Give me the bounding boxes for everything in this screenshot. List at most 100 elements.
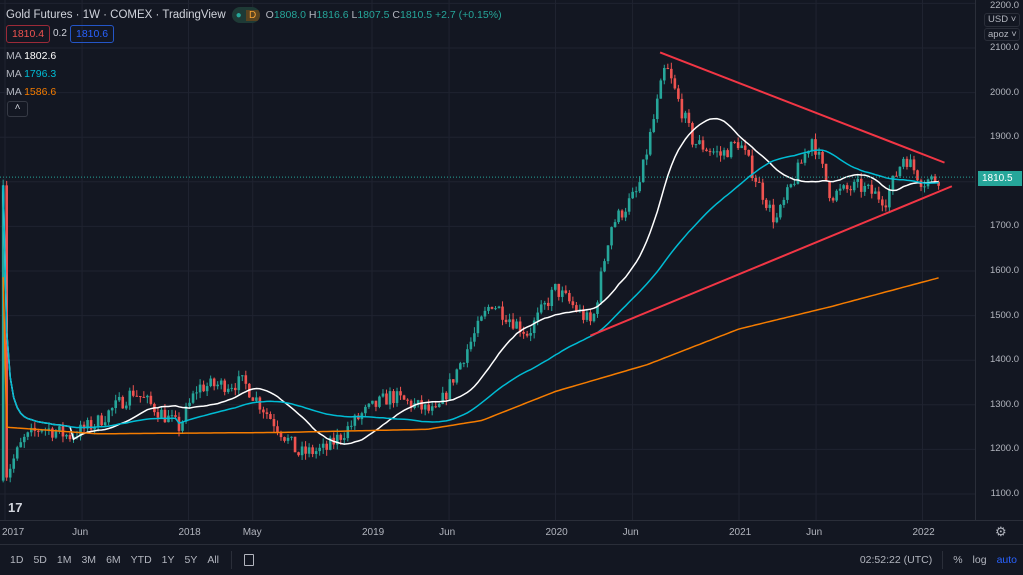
candle-body bbox=[8, 468, 12, 478]
candle-body bbox=[300, 446, 304, 456]
candle-body bbox=[592, 313, 596, 322]
auto-toggle[interactable]: auto bbox=[996, 554, 1017, 566]
candle-body bbox=[550, 289, 554, 307]
candle-body bbox=[870, 184, 874, 194]
candle-body bbox=[919, 180, 923, 187]
candle-body bbox=[283, 437, 286, 441]
candle-body bbox=[824, 163, 828, 181]
candle-body bbox=[852, 181, 856, 191]
candle-body bbox=[504, 319, 508, 323]
collapse-legend-button[interactable]: ˄ bbox=[7, 101, 28, 117]
range-ytd[interactable]: YTD bbox=[130, 554, 152, 566]
ma-white[interactable]: MA 1802.6 bbox=[6, 50, 57, 62]
candle-body bbox=[459, 363, 462, 370]
time-tick: 2019 bbox=[362, 527, 385, 538]
candle-body bbox=[342, 438, 346, 440]
candle-body bbox=[181, 421, 184, 431]
time-tick: 2017 bbox=[2, 527, 25, 538]
candle-body bbox=[898, 166, 902, 177]
log-toggle[interactable]: log bbox=[972, 554, 987, 566]
candle-body bbox=[430, 406, 434, 411]
candle-body bbox=[810, 139, 814, 151]
range-5y[interactable]: 5Y bbox=[184, 554, 198, 566]
time-tick: 2022 bbox=[912, 527, 935, 538]
candle-body bbox=[511, 319, 515, 329]
range-3m[interactable]: 3M bbox=[81, 554, 97, 566]
candle-body bbox=[293, 436, 297, 453]
time-axis[interactable]: 2017 Jun 2018 May 2019 Jun 2020 Jun 2021 Jun 2022 … bbox=[0, 520, 1023, 545]
percent-toggle[interactable]: % bbox=[953, 554, 963, 566]
candle-body bbox=[402, 395, 406, 400]
candle-body bbox=[441, 392, 445, 404]
candle-body bbox=[198, 384, 202, 393]
ma-short-line bbox=[2, 117, 939, 445]
ma-cyan[interactable]: MA 1796.3 bbox=[6, 68, 57, 80]
candle-body bbox=[902, 158, 905, 167]
currency-select[interactable]: USD ˅ bbox=[984, 13, 1020, 27]
candle-body bbox=[536, 312, 539, 321]
candle-body bbox=[304, 446, 307, 454]
range-5d[interactable]: 5D bbox=[33, 554, 47, 566]
candle-body bbox=[694, 144, 698, 146]
goto-date-icon[interactable] bbox=[244, 554, 255, 566]
candle-body bbox=[149, 395, 153, 404]
candle-body bbox=[564, 290, 568, 294]
candle-body bbox=[128, 390, 132, 406]
candle-body bbox=[856, 178, 860, 182]
candle-body bbox=[599, 271, 603, 303]
candle-body bbox=[279, 432, 283, 438]
candle-body bbox=[677, 88, 680, 99]
candle-body bbox=[406, 399, 409, 401]
candle-body bbox=[26, 432, 30, 437]
candle-body bbox=[522, 332, 525, 334]
candle-body bbox=[350, 425, 353, 427]
candle-body bbox=[743, 145, 747, 150]
candle-body bbox=[729, 141, 733, 158]
candle-body bbox=[779, 204, 782, 218]
candle-body bbox=[54, 431, 58, 438]
symbol-title[interactable]: Gold Futures · 1W · COMEX · TradingView bbox=[6, 9, 226, 21]
candle-body bbox=[195, 392, 198, 394]
ma-orange[interactable]: MA 1586.6 bbox=[6, 86, 57, 98]
time-tick: Jun bbox=[622, 527, 639, 538]
candle-body bbox=[863, 185, 867, 192]
time-tick: Jun bbox=[72, 527, 89, 538]
candle-body bbox=[518, 321, 522, 333]
candle-body bbox=[662, 67, 666, 81]
trendline bbox=[589, 185, 953, 337]
candle-body bbox=[603, 261, 606, 272]
price-tick: 2200.0 bbox=[989, 0, 1019, 11]
candle-body bbox=[933, 176, 937, 182]
candle-body bbox=[19, 442, 23, 448]
last-price-label: 1810.5 bbox=[978, 171, 1022, 186]
candle-body bbox=[444, 392, 448, 400]
candle-body bbox=[691, 123, 694, 145]
candle-body bbox=[585, 312, 589, 320]
market-status[interactable]: ● D bbox=[231, 7, 260, 23]
unit-select[interactable]: apoz ˅ bbox=[984, 28, 1020, 41]
clock[interactable]: 02:52:22 (UTC) bbox=[859, 554, 933, 566]
range-6m[interactable]: 6M bbox=[106, 554, 121, 566]
candle-body bbox=[385, 393, 388, 405]
sell-button[interactable]: 1810.4 bbox=[6, 25, 51, 43]
candle-body bbox=[321, 443, 325, 448]
candle-body bbox=[641, 159, 645, 183]
range-1m[interactable]: 1M bbox=[56, 554, 72, 566]
candle-body bbox=[937, 181, 940, 186]
candle-body bbox=[652, 119, 656, 132]
candle-body bbox=[666, 67, 670, 69]
range-all[interactable]: All bbox=[207, 554, 220, 566]
price-axis[interactable]: 2200.0 2100.0 2000.0 1900.0 1700.0 1600.0 1500… bbox=[975, 0, 1023, 520]
range-1y[interactable]: 1Y bbox=[161, 554, 175, 566]
range-1d[interactable]: 1D bbox=[10, 554, 24, 566]
buy-button[interactable]: 1810.6 bbox=[70, 25, 115, 43]
candle-body bbox=[395, 391, 399, 404]
candle-body bbox=[131, 390, 135, 396]
settings-icon[interactable]: ⚙ bbox=[995, 524, 1007, 539]
candle-body bbox=[47, 428, 51, 430]
time-tick: 2020 bbox=[545, 527, 568, 538]
candle-body bbox=[86, 420, 89, 429]
price-chart[interactable] bbox=[0, 0, 975, 520]
candle-body bbox=[29, 427, 33, 433]
candle-body bbox=[230, 387, 234, 389]
